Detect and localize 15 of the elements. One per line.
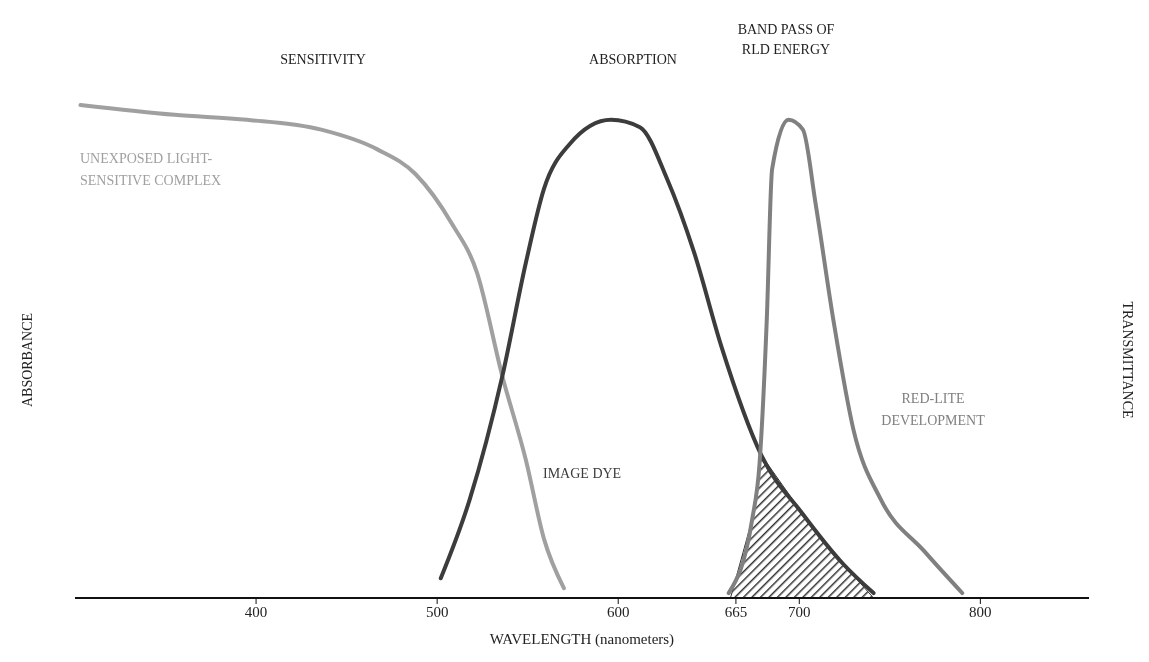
y2-axis-title: TRANSMITTANCE	[1119, 301, 1135, 419]
x-axis-title: WAVELENGTH (nanometers)	[489, 631, 675, 648]
x-tick-label: 700	[788, 603, 811, 620]
y-axis-title: ABSORBANCE	[20, 312, 36, 408]
x-tick-label: 500	[425, 603, 449, 620]
x-tick-label: 400	[244, 603, 268, 620]
text: SENSITIVITY	[279, 51, 367, 69]
x-tick-label: 800	[969, 603, 992, 620]
series-label: RED-LITE DEVELOPMENT	[880, 390, 986, 430]
text: IMAGE DYE	[543, 465, 623, 483]
x-tick-label: 600	[606, 603, 630, 620]
text: ABSORPTION	[588, 51, 678, 69]
text: UNEXPOSED LIGHT-SENSITIVE COMPLEX	[80, 150, 223, 190]
x-tick-label: 665	[724, 603, 748, 620]
text: BAND PASS OF RLD ENERGY	[736, 21, 836, 59]
